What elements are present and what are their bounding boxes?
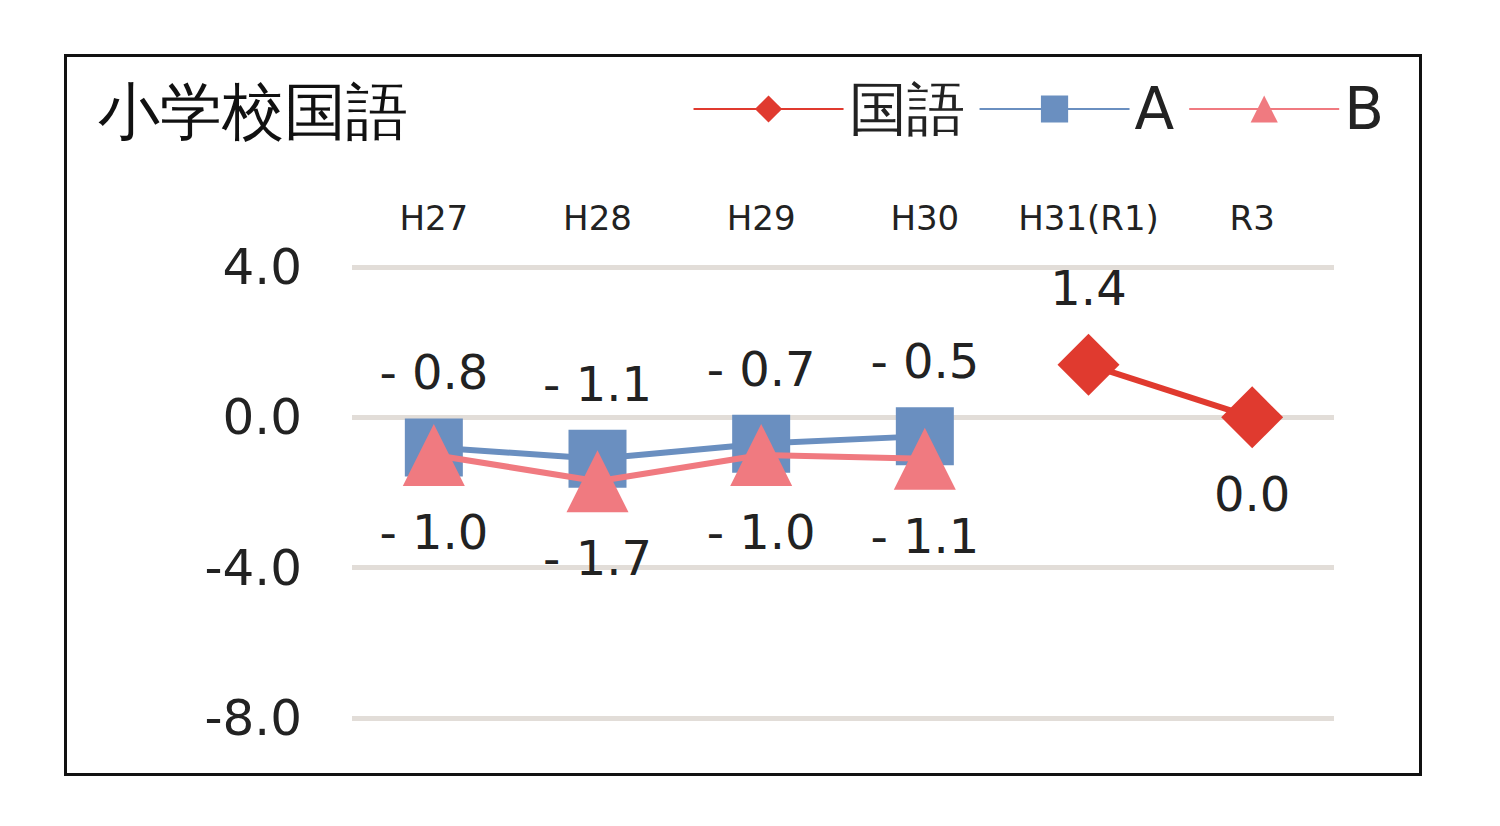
svg-text:0.0: 0.0: [222, 388, 302, 446]
svg-text:- 0.5: - 0.5: [870, 333, 979, 389]
svg-text:4.0: 4.0: [222, 238, 302, 296]
svg-text:小学校国語: 小学校国語: [98, 75, 408, 148]
svg-text:H29: H29: [727, 198, 796, 238]
svg-text:0.0: 0.0: [1214, 466, 1290, 522]
svg-text:R3: R3: [1230, 198, 1275, 238]
svg-text:H31(R1): H31(R1): [1018, 198, 1159, 238]
svg-text:A: A: [1135, 75, 1175, 143]
svg-text:-4.0: -4.0: [204, 539, 302, 597]
svg-text:H28: H28: [563, 198, 632, 238]
svg-text:- 1.1: - 1.1: [543, 356, 652, 412]
svg-text:H30: H30: [890, 198, 959, 238]
svg-text:- 0.7: - 0.7: [707, 341, 816, 397]
svg-text:1.4: 1.4: [1050, 260, 1126, 316]
svg-text:H27: H27: [399, 198, 468, 238]
svg-text:- 1.0: - 1.0: [379, 504, 488, 560]
svg-text:- 1.1: - 1.1: [870, 508, 979, 564]
svg-text:-8.0: -8.0: [204, 689, 302, 747]
svg-text:- 1.7: - 1.7: [543, 530, 652, 586]
svg-text:国語: 国語: [849, 75, 965, 143]
svg-text:B: B: [1344, 75, 1384, 143]
svg-text:- 0.8: - 0.8: [379, 344, 488, 400]
svg-text:- 1.0: - 1.0: [707, 504, 816, 560]
